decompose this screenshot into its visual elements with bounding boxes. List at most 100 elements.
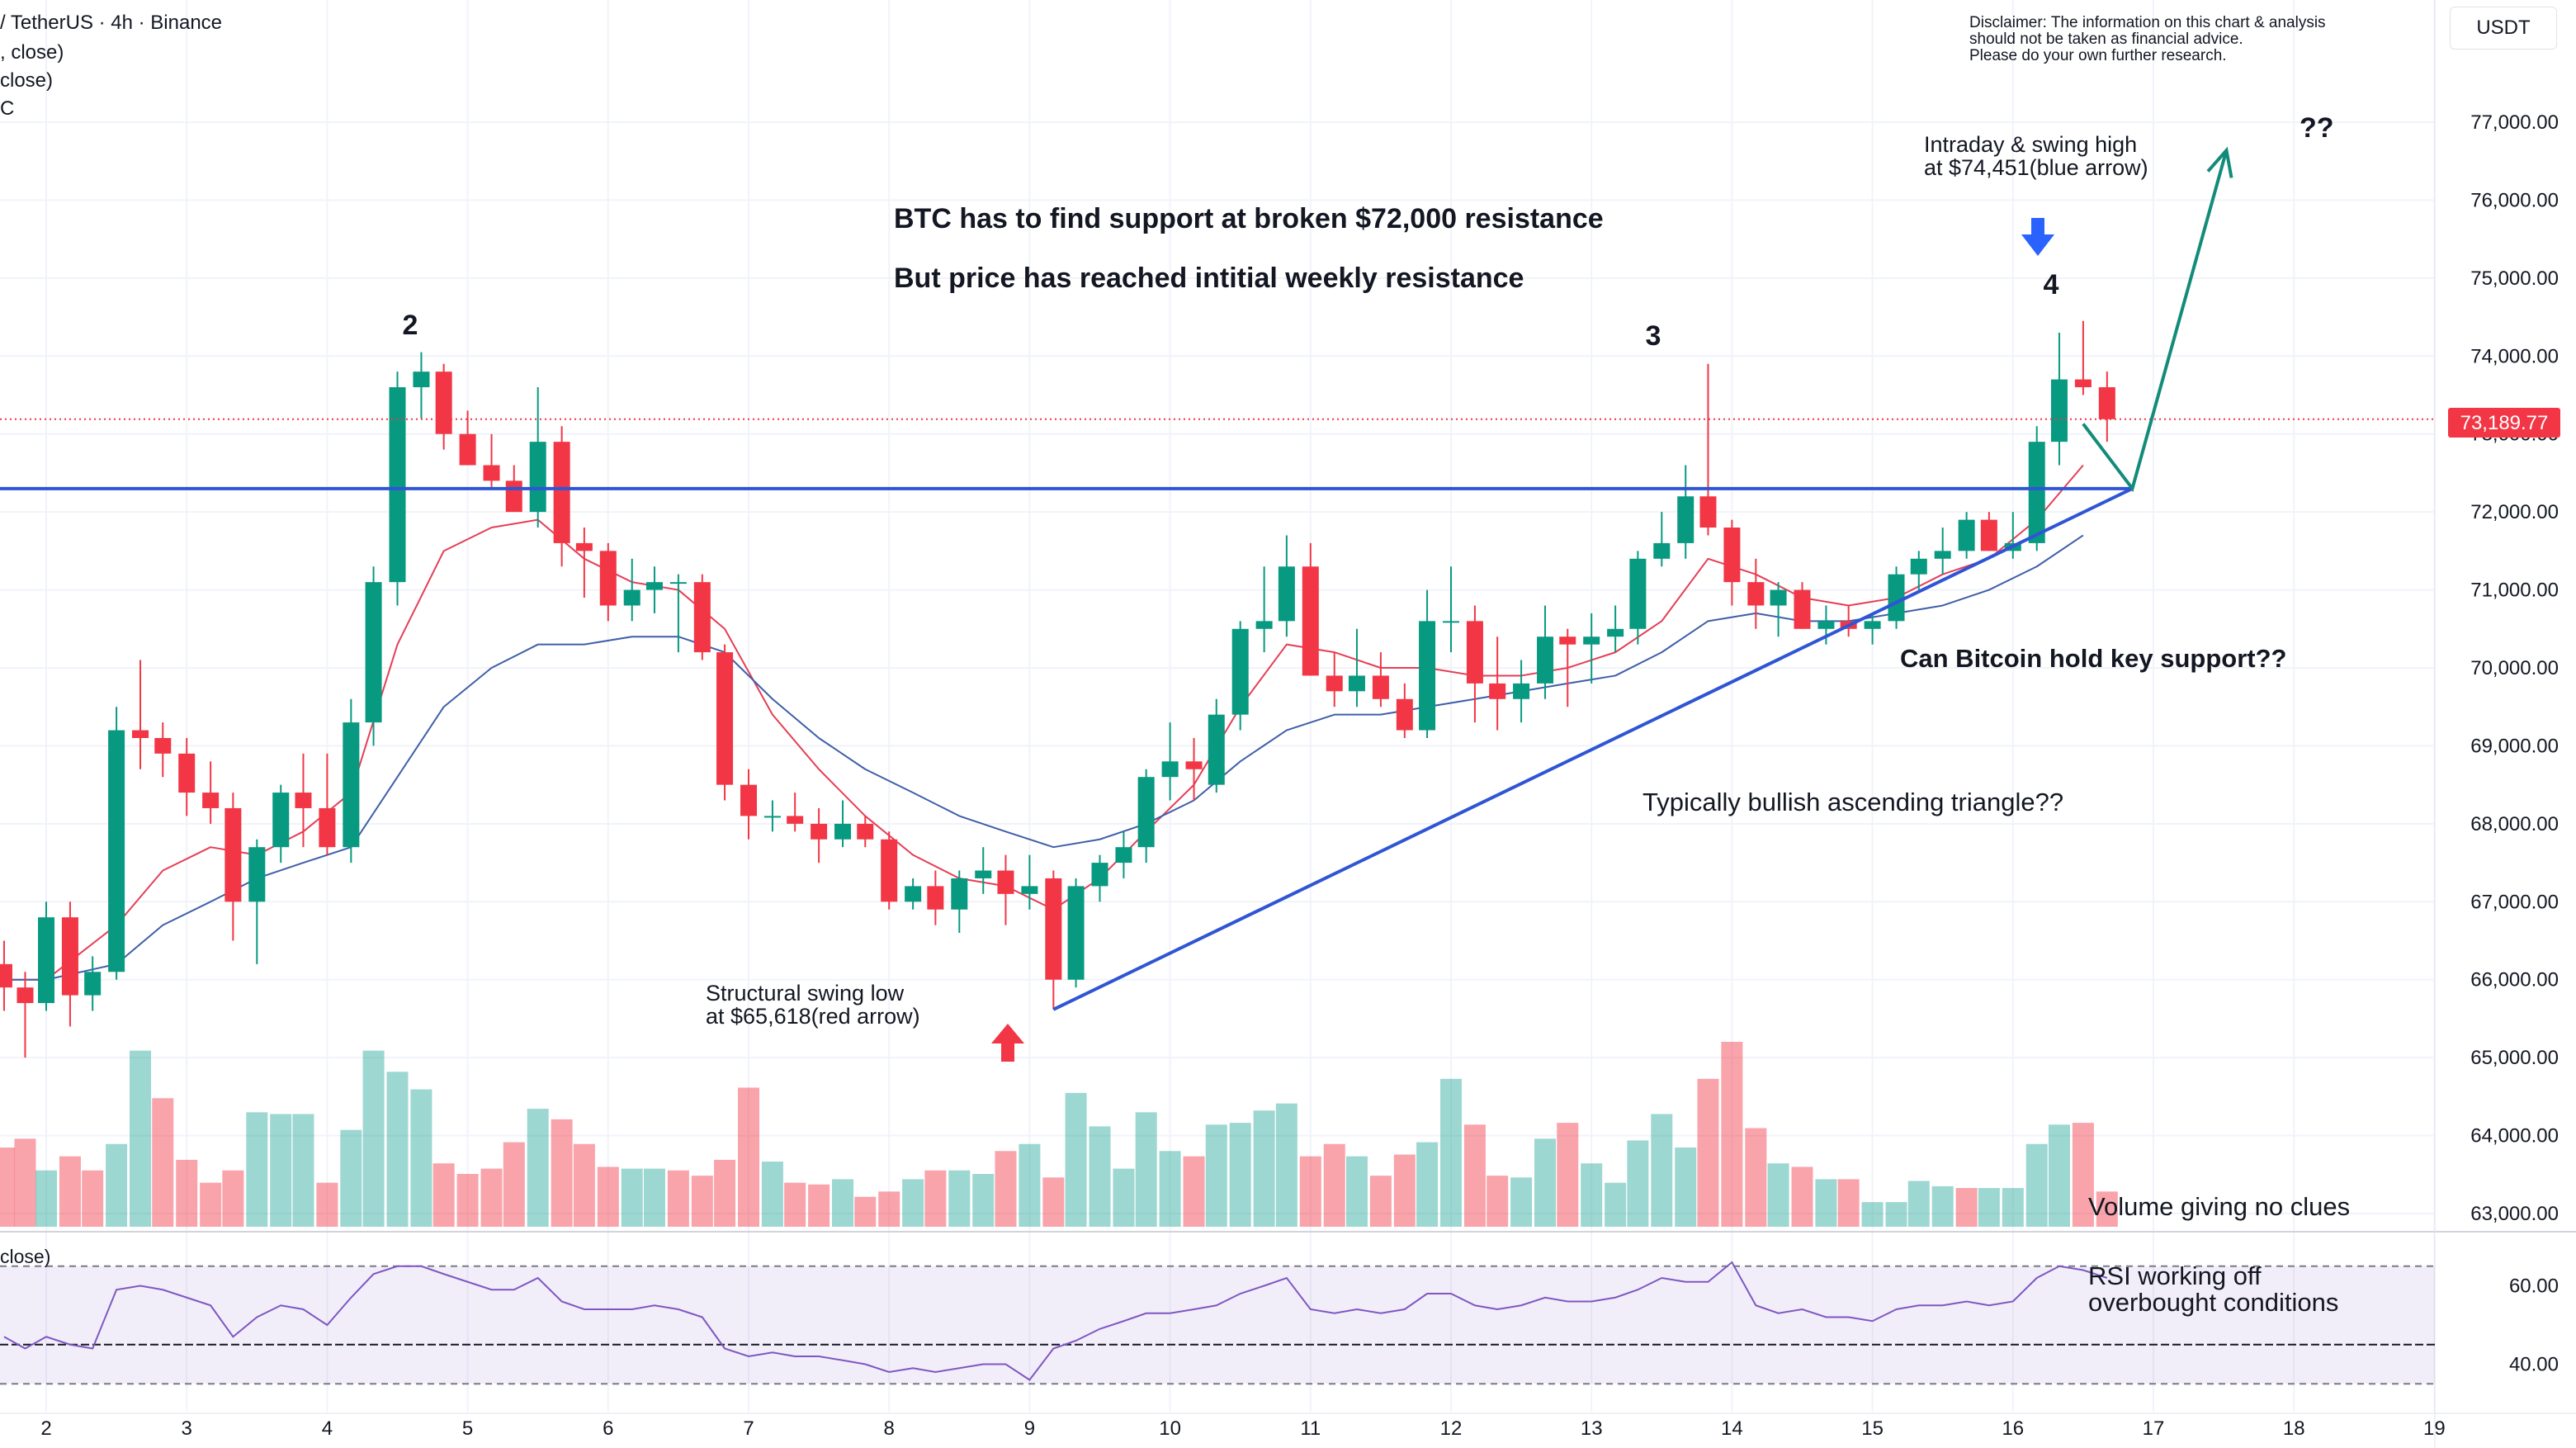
- candle-body: [1723, 528, 1741, 583]
- candle: [154, 722, 172, 778]
- candle-body: [1817, 621, 1835, 629]
- candle: [248, 839, 266, 964]
- candle-body: [693, 582, 711, 653]
- volume-bar: [1229, 1123, 1251, 1227]
- candle-body: [1677, 496, 1694, 543]
- candle: [834, 800, 852, 848]
- volume-bar: [200, 1182, 222, 1227]
- candle: [1653, 512, 1671, 567]
- volume-bar: [1463, 1124, 1486, 1227]
- candle-body: [1559, 636, 1576, 645]
- candle-body: [1255, 621, 1273, 629]
- candle-body: [435, 371, 452, 434]
- candle-body: [1208, 714, 1225, 785]
- volume-bar: [527, 1109, 549, 1227]
- candle-body: [1091, 863, 1108, 887]
- volume-bar: [2025, 1143, 2048, 1227]
- question-marks: ??: [2299, 112, 2334, 144]
- candle-body: [927, 886, 944, 910]
- candle: [84, 956, 102, 1011]
- disclaimer: Disclaimer: The information on this char…: [1969, 15, 2432, 64]
- candle: [1396, 683, 1413, 738]
- candle-body: [1137, 777, 1155, 848]
- currency-button[interactable]: USDT: [2450, 7, 2557, 50]
- candle: [1278, 535, 1295, 637]
- candle: [1934, 528, 1951, 575]
- candle-body: [669, 582, 687, 584]
- candle: [553, 426, 570, 567]
- volume-bar: [386, 1072, 409, 1227]
- indicator-legend-2: close): [0, 69, 54, 92]
- candle-body: [1653, 542, 1671, 559]
- ema-line-slow: [3, 534, 2084, 981]
- candle: [1958, 512, 1975, 559]
- volume-bars: [0, 1042, 2118, 1227]
- volume-bar: [691, 1176, 713, 1227]
- disclaimer-line-1: Disclaimer: The information on this char…: [1969, 14, 2326, 31]
- candle-body: [716, 652, 734, 785]
- volume-bar: [1955, 1188, 1978, 1227]
- candle: [1185, 737, 1203, 801]
- volume-bar: [573, 1143, 595, 1227]
- candle-body: [295, 793, 312, 808]
- candle-body: [154, 737, 172, 754]
- volume-bar: [1837, 1179, 1860, 1227]
- time-tick-label: 4: [322, 1417, 333, 1440]
- volume-bar: [854, 1196, 877, 1227]
- volume-bar: [2002, 1188, 2024, 1227]
- wave-label-3: 3: [1646, 320, 1661, 352]
- volume-bar: [1159, 1151, 1181, 1227]
- candle: [1208, 698, 1225, 793]
- time-tick-label: 12: [1440, 1417, 1463, 1440]
- candle: [1489, 636, 1506, 731]
- volume-bar: [1019, 1143, 1041, 1227]
- candle-body: [1443, 621, 1459, 623]
- candle: [295, 753, 312, 848]
- projection-arrowhead: [2206, 146, 2233, 178]
- volume-bar: [1487, 1176, 1509, 1227]
- volume-bar: [1791, 1166, 1813, 1227]
- candle-body: [459, 433, 476, 466]
- candle-body: [1161, 761, 1179, 778]
- price-tick-label: 68,000.00: [2470, 813, 2559, 835]
- volume-bar: [995, 1151, 1017, 1227]
- candle-body: [2098, 387, 2115, 419]
- volume-bar: [1651, 1114, 1673, 1227]
- candle: [178, 737, 196, 816]
- candle-body: [951, 878, 968, 910]
- candle-body: [1115, 847, 1132, 864]
- ascending-trendline: [1052, 487, 2134, 1011]
- volume-bar: [410, 1089, 432, 1227]
- candle-body: [272, 793, 290, 848]
- candle: [763, 800, 781, 832]
- rsi-note-line2: overbought conditions: [2088, 1288, 2338, 1317]
- candle: [1677, 465, 1694, 559]
- time-tick-label: 7: [743, 1417, 754, 1440]
- candle: [1699, 363, 1717, 536]
- volume-bar: [222, 1170, 244, 1227]
- volume-bar: [1183, 1156, 1205, 1227]
- volume-bar: [597, 1166, 619, 1227]
- price-tick-label: 71,000.00: [2470, 580, 2559, 602]
- volume-bar: [1205, 1124, 1227, 1227]
- candle: [927, 870, 944, 925]
- swing-high-arrow-icon: [2021, 218, 2054, 256]
- candle-body: [132, 730, 149, 738]
- volume-bar: [362, 1050, 385, 1227]
- price-tick-label: 65,000.00: [2470, 1047, 2559, 1069]
- candle: [1537, 605, 1554, 699]
- candle-body: [553, 442, 570, 543]
- volume-bar: [130, 1050, 152, 1227]
- current-price-label: 73,189.77: [2448, 408, 2560, 438]
- candle: [225, 793, 242, 941]
- candle: [1980, 512, 1997, 551]
- candle-body: [575, 542, 593, 551]
- candle-body: [108, 730, 125, 972]
- candle-body: [178, 753, 196, 793]
- drawings: [0, 146, 2435, 1011]
- candle: [645, 566, 663, 613]
- candle-body: [529, 442, 546, 513]
- price-tick-label: 63,000.00: [2470, 1203, 2559, 1225]
